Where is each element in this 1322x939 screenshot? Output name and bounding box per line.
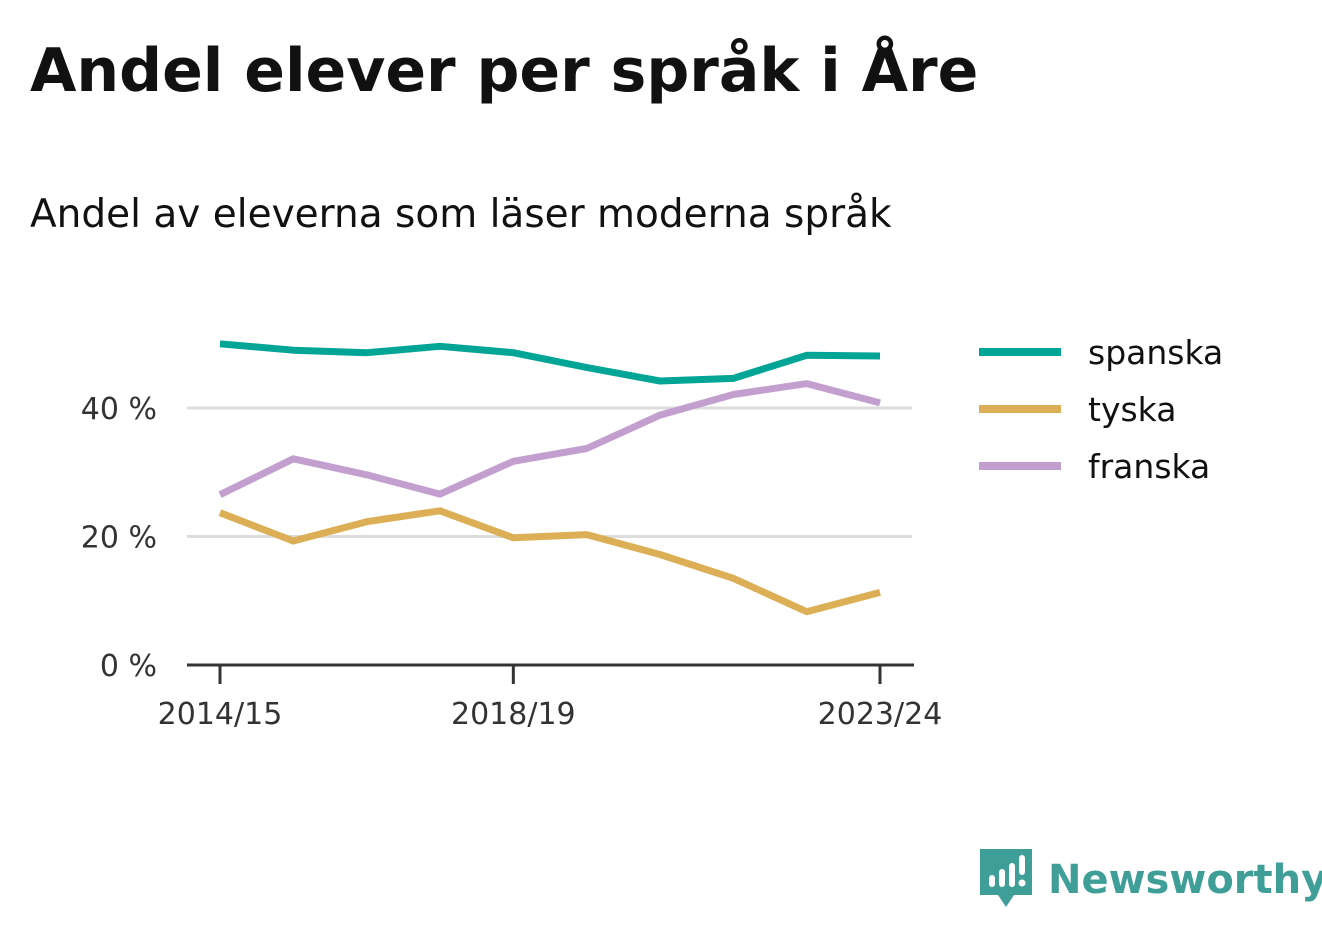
legend-label-franska: franska [1088,447,1210,486]
brand-name: Newsworthy [1048,857,1322,903]
legend-label-spanska: spanska [1088,333,1223,372]
series-line-franska [218,380,881,498]
x-tick-label: 2018/19 [451,697,576,732]
series-line-spanska [219,340,881,385]
x-tick-label: 2023/24 [818,697,943,732]
gridlines: 0 % 20 % 40 % [81,392,912,684]
series-line-tyska [218,507,881,616]
y-tick-label: 20 % [81,521,157,556]
legend-label-tyska: tyska [1088,390,1176,429]
chart-title: Andel elever per språk i Åre [30,36,979,106]
newsworthy-logo-icon [980,849,1032,907]
x-axis: 2014/15 2018/19 2023/24 [158,663,943,732]
x-tick-label: 2014/15 [158,697,283,732]
brand-footer: Newsworthy [980,848,1322,912]
series-lines [218,340,881,616]
y-tick-label: 0 % [100,649,157,684]
legend: spanska tyska franska [979,333,1223,486]
chart-subtitle: Andel av eleverna som läser moderna språ… [30,192,892,237]
y-tick-label: 40 % [81,392,157,427]
